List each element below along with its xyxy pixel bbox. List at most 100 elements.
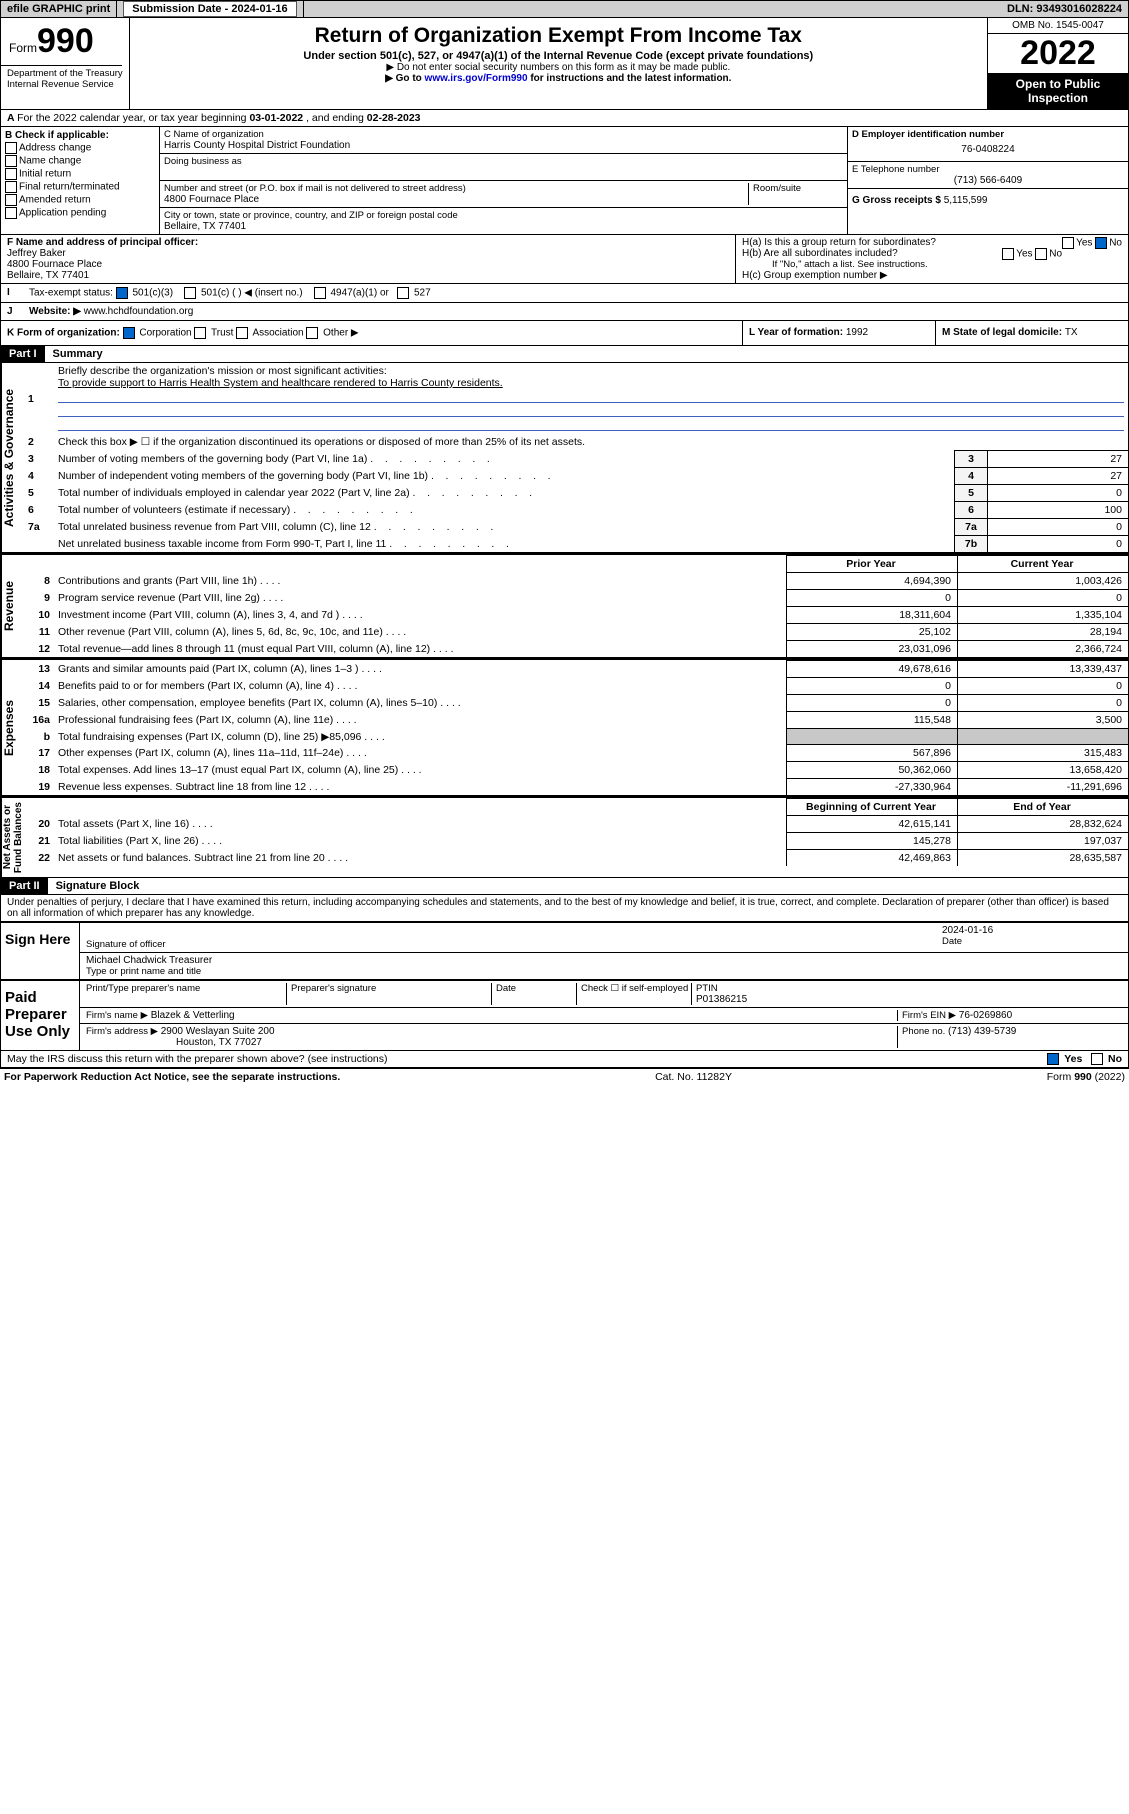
efile-label: efile GRAPHIC print [1, 1, 117, 17]
col-end-year: End of Year [958, 799, 1129, 816]
discuss-yes-checkbox[interactable] [1047, 1053, 1059, 1065]
irs-link[interactable]: www.irs.gov/Form990 [425, 73, 528, 84]
footer-right: Form 990 (2022) [1047, 1071, 1125, 1083]
col-prior-year: Prior Year [787, 556, 958, 573]
vlabel-ag: Activities & Governance [1, 363, 24, 552]
state-domicile: TX [1065, 327, 1078, 338]
city-state-zip: Bellaire, TX 77401 [164, 221, 843, 232]
entity-block: B Check if applicable: Address change Na… [0, 127, 1129, 235]
year-block: OMB No. 1545-0047 2022 Open to Public In… [988, 18, 1128, 109]
initial-return-checkbox[interactable] [5, 168, 17, 180]
revenue-block: Revenue Prior Year Current Year 8 Contri… [0, 553, 1129, 658]
vlabel-revenue: Revenue [1, 555, 24, 657]
title-block: Return of Organization Exempt From Incom… [130, 18, 988, 109]
501c-checkbox[interactable] [184, 287, 196, 299]
ein-value: 76-0408224 [852, 140, 1124, 159]
gross-receipts-value: 5,115,599 [944, 195, 988, 206]
other-checkbox[interactable] [306, 327, 318, 339]
page-footer: For Paperwork Reduction Act Notice, see … [0, 1068, 1129, 1085]
preparer-date-label: Date [491, 983, 576, 1005]
527-checkbox[interactable] [397, 287, 409, 299]
part1-header: Part I Summary [0, 346, 1129, 363]
ptin-value: P01386215 [696, 994, 747, 1005]
box-c: C Name of organization Harris County Hos… [160, 127, 847, 234]
sign-date: 2024-01-16 [942, 925, 1122, 936]
assoc-checkbox[interactable] [236, 327, 248, 339]
vlabel-netassets: Net Assets or Fund Balances [1, 798, 24, 877]
discuss-no-checkbox[interactable] [1091, 1053, 1103, 1065]
4947-checkbox[interactable] [314, 287, 326, 299]
line-i: I Tax-exempt status: 501(c)(3) 501(c) ( … [0, 284, 1129, 303]
top-bar: efile GRAPHIC print Submission Date - 20… [0, 0, 1129, 18]
form-number-block: Form990 [1, 18, 122, 66]
box-de: D Employer identification number 76-0408… [847, 127, 1128, 234]
officer-addr2: Bellaire, TX 77401 [7, 270, 89, 281]
submission-date-button[interactable]: Submission Date - 2024-01-16 [123, 1, 296, 17]
paid-preparer-label: Paid Preparer Use Only [1, 981, 80, 1050]
box-b: B Check if applicable: Address change Na… [1, 127, 160, 234]
corp-checkbox[interactable] [123, 327, 135, 339]
hb-no-checkbox[interactable] [1035, 248, 1047, 260]
org-name: Harris County Hospital District Foundati… [164, 140, 843, 151]
mission-text: To provide support to Harris Health Syst… [58, 377, 503, 389]
ptin-label: PTIN [696, 983, 718, 994]
form-number: 990 [37, 22, 94, 60]
mission-label: Briefly describe the organization's miss… [58, 365, 387, 377]
line-j: J Website: ▶ www.hchdfoundation.org [0, 303, 1129, 321]
col-begin-year: Beginning of Current Year [787, 799, 958, 816]
vlabel-expenses: Expenses [1, 660, 24, 795]
submission-date: Submission Date - 2024-01-16 [117, 1, 303, 17]
firm-address: 2900 Weslayan Suite 200 [161, 1026, 275, 1037]
org-name-label: C Name of organization [164, 129, 843, 140]
ssn-note: ▶ Do not enter social security numbers o… [138, 62, 979, 73]
firm-name: Blazek & Vetterling [151, 1010, 235, 1021]
omb-number: OMB No. 1545-0047 [988, 18, 1128, 34]
dba-label: Doing business as [164, 156, 843, 167]
expenses-block: Expenses 13 Grants and similar amounts p… [0, 658, 1129, 796]
firm-ein: 76-0269860 [959, 1010, 1012, 1021]
firm-city: Houston, TX 77027 [86, 1037, 262, 1048]
discuss-row: May the IRS discuss this return with the… [0, 1051, 1129, 1068]
gross-receipts-label: G Gross receipts $ [852, 195, 944, 206]
activities-governance: Activities & Governance 1 Briefly descri… [0, 363, 1129, 553]
final-return-checkbox[interactable] [5, 181, 17, 193]
form-subtitle: Under section 501(c), 527, or 4947(a)(1)… [138, 50, 979, 62]
sign-block: Sign Here Signature of officer 2024-01-1… [0, 921, 1129, 980]
hb-yes-checkbox[interactable] [1002, 248, 1014, 260]
period-line: A For the 2022 calendar year, or tax yea… [0, 110, 1129, 127]
street-address: 4800 Fournace Place [164, 194, 748, 205]
box-b-title: B Check if applicable: [5, 130, 109, 141]
501c3-checkbox[interactable] [116, 287, 128, 299]
trust-checkbox[interactable] [194, 327, 206, 339]
part2-header: Part II Signature Block [0, 878, 1129, 895]
name-change-checkbox[interactable] [5, 155, 17, 167]
ha-no-checkbox[interactable] [1095, 237, 1107, 249]
phone-value: (713) 566-6409 [852, 175, 1124, 186]
ha-yes-checkbox[interactable] [1062, 237, 1074, 249]
amended-checkbox[interactable] [5, 194, 17, 206]
sign-here-label: Sign Here [1, 923, 80, 979]
firm-phone: (713) 439-5739 [948, 1026, 1016, 1037]
netassets-block: Net Assets or Fund Balances Beginning of… [0, 796, 1129, 878]
preparer-name-label: Print/Type preparer's name [86, 983, 286, 1005]
footer-mid: Cat. No. 11282Y [655, 1071, 732, 1083]
form-header: Form990 Department of the Treasury Inter… [0, 18, 1129, 110]
app-pending-checkbox[interactable] [5, 207, 17, 219]
hc-row: H(c) Group exemption number ▶ [742, 270, 1122, 281]
officer-name: Jeffrey Baker [7, 248, 66, 259]
website-url: www.hchdfoundation.org [84, 306, 194, 317]
year-formation: 1992 [846, 327, 868, 338]
addr-label: Number and street (or P.O. box if mail i… [164, 183, 748, 194]
footer-left: For Paperwork Reduction Act Notice, see … [4, 1071, 340, 1083]
form-title: Return of Organization Exempt From Incom… [138, 24, 979, 48]
declaration: Under penalties of perjury, I declare th… [0, 895, 1129, 921]
addr-change-checkbox[interactable] [5, 142, 17, 154]
dept-label: Department of the Treasury Internal Reve… [1, 66, 129, 92]
officer-sub-label: Type or print name and title [86, 966, 201, 977]
dln: DLN: 93493016028224 [1001, 1, 1128, 17]
city-label: City or town, state or province, country… [164, 210, 843, 221]
link-note: ▶ Go to www.irs.gov/Form990 for instruct… [138, 73, 979, 84]
ha-row: H(a) Is this a group return for subordin… [742, 237, 1122, 248]
date-label: Date [942, 936, 962, 947]
open-inspection: Open to Public Inspection [988, 73, 1128, 109]
